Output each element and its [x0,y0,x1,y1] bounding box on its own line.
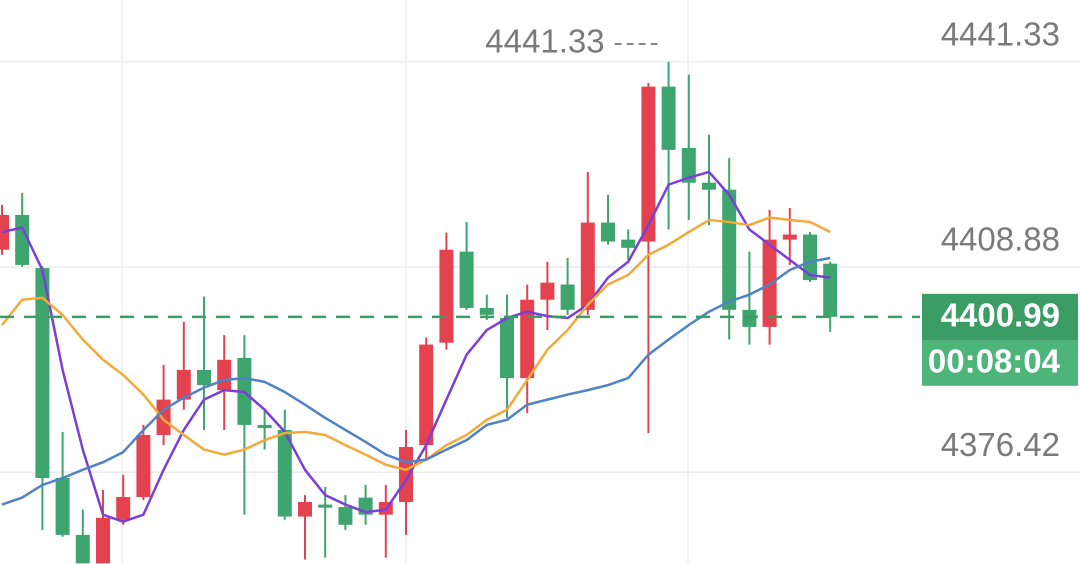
moving-average [1,170,831,523]
candle-body [75,534,90,564]
candle-body [601,222,615,242]
candle-body [197,369,211,386]
moving-average [1,216,831,472]
candle-body [621,239,636,248]
candle-body [419,344,434,446]
candle-body [318,504,333,508]
last-price-box [922,293,1078,341]
candle-body [742,309,757,327]
overlay: 4441.33 4408.88 4376.42 4400.99 00:08:04 4441… [0,15,1078,463]
candle-body [641,86,656,242]
candle-body [580,222,595,310]
candle-body [217,359,232,391]
candle-body [681,147,696,183]
candle-body [459,251,474,308]
candle-body [156,399,171,436]
candle-body [298,502,312,517]
candle-body [803,234,817,281]
last-price-label: 4400.99 [941,297,1060,334]
y-tick-label: 4408.88 [941,221,1060,258]
candle-body [96,517,110,564]
candle-body [722,189,737,310]
grid [0,61,1080,473]
candle-body [116,496,131,520]
candle-body [661,86,676,150]
candle-body [176,369,191,400]
candle-body [479,307,494,315]
candle-body [439,249,454,343]
candle-body [55,478,70,535]
candle-body [136,435,151,497]
moving-average [1,256,831,506]
candle-body [782,234,797,240]
candle-body [560,284,575,310]
candle-body [500,318,514,379]
countdown-box [922,340,1078,386]
candle-body [520,299,535,379]
max-high-label: 4441.33 [485,23,604,60]
candles [0,61,838,564]
candle-body [35,268,50,479]
countdown-label: 00:08:04 [928,343,1061,380]
y-tick-label: 4441.33 [941,15,1060,52]
candle-body [540,282,555,300]
candle-body [338,507,353,525]
candle-body [823,263,838,317]
candle-body [399,447,413,503]
candle-body [277,429,292,517]
candle-body [702,182,716,190]
y-tick-label: 4376.42 [941,426,1060,463]
moving-averages [1,170,831,523]
candle-body [257,424,272,429]
